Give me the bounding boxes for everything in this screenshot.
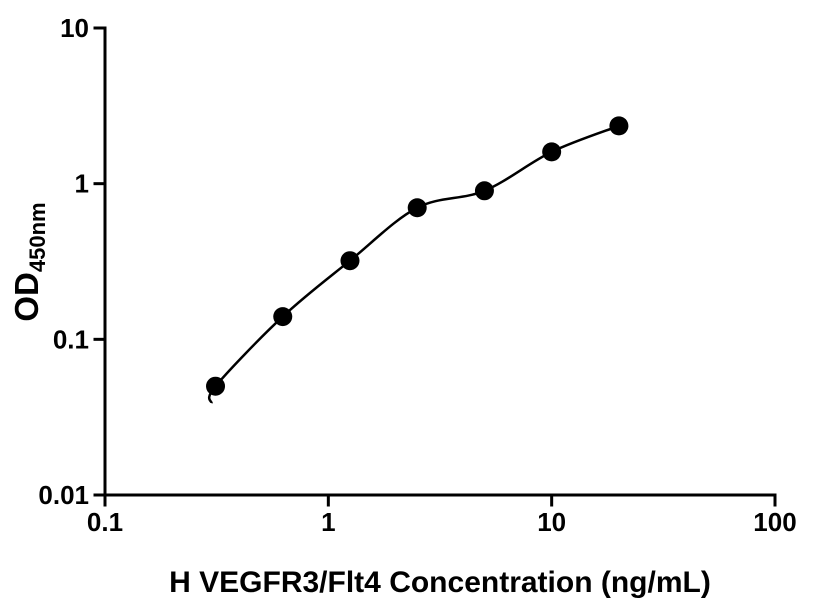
y-axis-label-sub: 450nm [25,202,50,272]
y-axis-label: OD450nm [8,202,50,321]
data-point [273,307,293,327]
data-point [340,251,360,271]
data-point [407,198,427,218]
y-tick-label: 10 [60,13,89,43]
x-tick-label: 10 [537,507,566,537]
y-tick-label: 0.01 [38,480,89,510]
data-point [609,116,629,136]
x-tick-label: 100 [753,507,796,537]
data-point [206,376,226,396]
x-axis-label: H VEGFR3/Flt4 Concentration (ng/mL) [169,566,711,599]
data-point [474,181,494,201]
fit-curve [207,124,620,404]
axis-spines [103,26,777,497]
data-point [542,142,562,162]
y-tick-label: 1 [75,169,89,199]
data-layer [206,116,629,404]
y-axis-label-main: OD [8,272,45,322]
y-tick-label: 0.1 [53,324,89,354]
x-tick-label: 1 [321,507,335,537]
x-tick-label: 0.1 [87,507,123,537]
